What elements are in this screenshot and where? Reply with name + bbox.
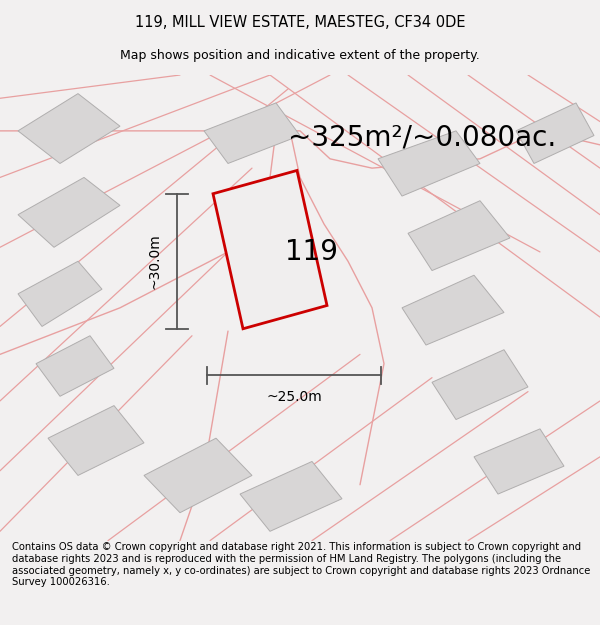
Polygon shape: [204, 103, 300, 164]
Polygon shape: [48, 406, 144, 476]
Polygon shape: [432, 350, 528, 419]
Text: Map shows position and indicative extent of the property.: Map shows position and indicative extent…: [120, 49, 480, 62]
Polygon shape: [18, 261, 102, 326]
Polygon shape: [18, 177, 120, 248]
Polygon shape: [408, 201, 510, 271]
Polygon shape: [474, 429, 564, 494]
Text: ~30.0m: ~30.0m: [148, 233, 162, 289]
Polygon shape: [240, 461, 342, 531]
Text: ~25.0m: ~25.0m: [266, 390, 322, 404]
Text: 119, MILL VIEW ESTATE, MAESTEG, CF34 0DE: 119, MILL VIEW ESTATE, MAESTEG, CF34 0DE: [135, 15, 465, 30]
Text: ~325m²/~0.080ac.: ~325m²/~0.080ac.: [288, 124, 556, 152]
Text: 119: 119: [286, 238, 338, 266]
Polygon shape: [18, 94, 120, 164]
Polygon shape: [144, 438, 252, 512]
Polygon shape: [36, 336, 114, 396]
Polygon shape: [516, 103, 594, 164]
Polygon shape: [402, 275, 504, 345]
Polygon shape: [213, 171, 327, 329]
Text: Contains OS data © Crown copyright and database right 2021. This information is : Contains OS data © Crown copyright and d…: [12, 542, 590, 587]
Polygon shape: [378, 131, 480, 196]
